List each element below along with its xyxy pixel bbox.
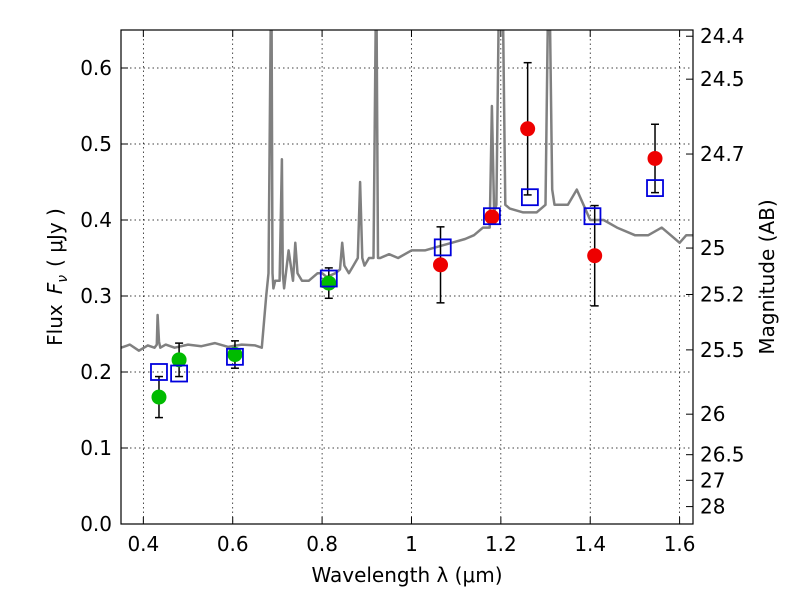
y2-tick-label: 25 bbox=[700, 236, 725, 260]
data-layer bbox=[121, 30, 693, 352]
data-point bbox=[433, 257, 449, 273]
y2-tick-label: 24.5 bbox=[700, 67, 745, 91]
y-tick-label: 0.5 bbox=[80, 132, 112, 156]
x-tick-label: 1 bbox=[405, 532, 418, 556]
data-point bbox=[227, 347, 243, 363]
x-tick-label: 1.4 bbox=[574, 532, 606, 556]
model-square bbox=[646, 179, 664, 197]
y2-tick-label: 25.2 bbox=[700, 282, 745, 306]
y2-tick-label: 28 bbox=[700, 495, 725, 519]
model-square bbox=[520, 188, 539, 207]
model-square bbox=[483, 207, 501, 226]
y2-tick-label: 26 bbox=[700, 402, 725, 426]
y-tick-label: 0.2 bbox=[80, 360, 112, 384]
plot-background bbox=[121, 30, 693, 524]
y2-tick-label: 27 bbox=[700, 468, 725, 492]
model-square bbox=[319, 269, 338, 288]
model-square bbox=[433, 238, 452, 257]
ticks: 0.4 0.6 0.8 1 1.2 1.4 1.6 0.0 0.1 0.2 0.3 0.4 0.5 0.6… bbox=[80, 24, 744, 556]
model-square bbox=[150, 363, 168, 381]
model-square bbox=[226, 347, 244, 366]
y2-tick-label: 24.7 bbox=[700, 142, 745, 166]
y-axis-label-prefix: Flux bbox=[43, 304, 67, 346]
y-axis-label: Flux Fν ( μJy ) bbox=[43, 208, 71, 346]
y2-tick-label: 25.5 bbox=[700, 338, 745, 362]
y2-tick-label: 24.4 bbox=[700, 24, 745, 48]
y-tick-label: 0.4 bbox=[80, 208, 112, 232]
points-layer bbox=[150, 61, 664, 419]
data-point bbox=[484, 209, 500, 225]
data-point bbox=[587, 248, 603, 264]
x-tick-label: 1.2 bbox=[485, 532, 517, 556]
data-point bbox=[171, 352, 187, 368]
data-point bbox=[321, 275, 337, 291]
y-tick-label: 0.6 bbox=[80, 56, 112, 80]
x-tick-label: 1.6 bbox=[664, 532, 696, 556]
y-tick-label: 0.1 bbox=[80, 436, 112, 460]
y-tick-label: 0.0 bbox=[80, 512, 112, 536]
y-axis-label-unit: ( μJy ) bbox=[43, 208, 67, 267]
y-axis-label-subscript: ν bbox=[55, 275, 71, 283]
y-tick-label: 0.3 bbox=[80, 284, 112, 308]
model-square bbox=[583, 207, 602, 226]
y2-axis-label: Magnitude (AB) bbox=[755, 199, 779, 354]
x-tick-label: 0.6 bbox=[217, 532, 249, 556]
spectrum-line bbox=[121, 30, 693, 352]
model-square bbox=[170, 364, 188, 383]
data-point bbox=[151, 389, 167, 405]
x-tick-label: 0.4 bbox=[127, 532, 159, 556]
x-tick-label: 0.8 bbox=[306, 532, 338, 556]
plot-frame bbox=[120, 29, 694, 525]
y2-tick-label: 26.5 bbox=[700, 443, 745, 467]
data-point bbox=[520, 121, 536, 137]
data-point bbox=[647, 150, 663, 166]
y-axis-label-symbol: F bbox=[43, 282, 67, 294]
x-axis-label: Wavelength λ (μm) bbox=[311, 563, 502, 587]
